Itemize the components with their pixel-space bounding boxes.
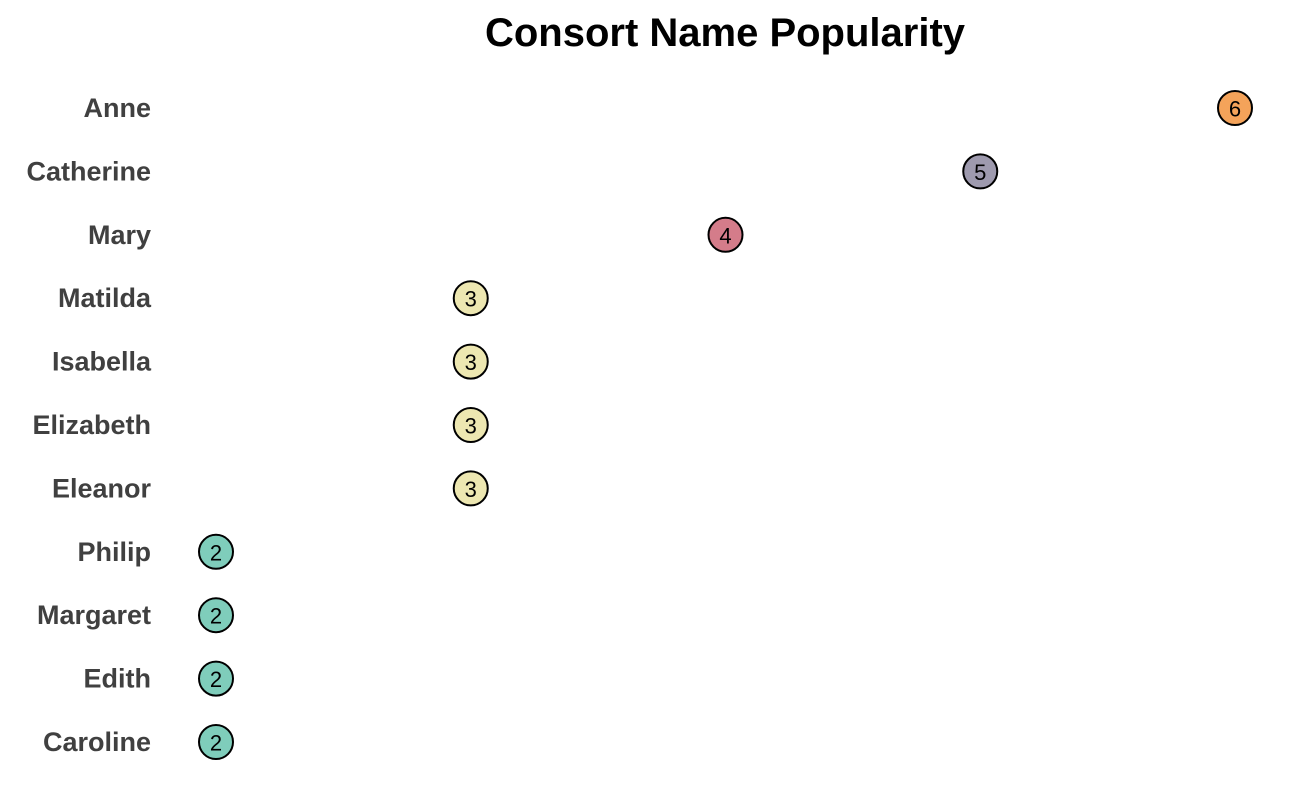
data-point: [452, 470, 489, 507]
category-label: Isabella: [52, 347, 152, 377]
data-point-label: 3: [465, 287, 477, 312]
data-point: [452, 407, 489, 443]
category-label: Mary: [88, 220, 151, 250]
chart-rows: Anne 6 Catherine 5 Mary 4 Matilda 3 Isabella 3 Eli…: [26, 90, 1253, 760]
data-point: [198, 660, 234, 697]
data-point: [198, 533, 234, 570]
category-label: Philip: [78, 537, 152, 567]
category-label: Caroline: [43, 727, 151, 757]
data-point: [198, 597, 234, 634]
data-point-label: 6: [1229, 97, 1241, 122]
category-label: Matilda: [58, 283, 152, 313]
data-point-label: 3: [465, 350, 477, 375]
data-point-label: 4: [719, 223, 731, 248]
data-point: [962, 153, 999, 190]
category-label: Edith: [84, 664, 152, 694]
category-label: Catherine: [26, 156, 151, 186]
data-point-label: 2: [210, 604, 222, 629]
data-point-label: 3: [465, 477, 477, 502]
data-point: [452, 280, 489, 317]
category-label: Eleanor: [52, 473, 152, 503]
data-point: [452, 343, 489, 380]
data-point-label: 5: [974, 160, 986, 185]
data-point: [707, 216, 744, 253]
data-point-label: 3: [465, 414, 477, 439]
data-point: [198, 724, 234, 760]
chart-title: Consort Name Popularity: [485, 11, 966, 55]
data-point-label: 2: [210, 540, 222, 565]
data-point: [1217, 90, 1253, 126]
data-point-label: 2: [210, 667, 222, 692]
category-label: Margaret: [37, 600, 151, 630]
category-label: Anne: [84, 93, 152, 123]
data-point-label: 2: [210, 731, 222, 756]
category-label: Elizabeth: [32, 410, 151, 440]
